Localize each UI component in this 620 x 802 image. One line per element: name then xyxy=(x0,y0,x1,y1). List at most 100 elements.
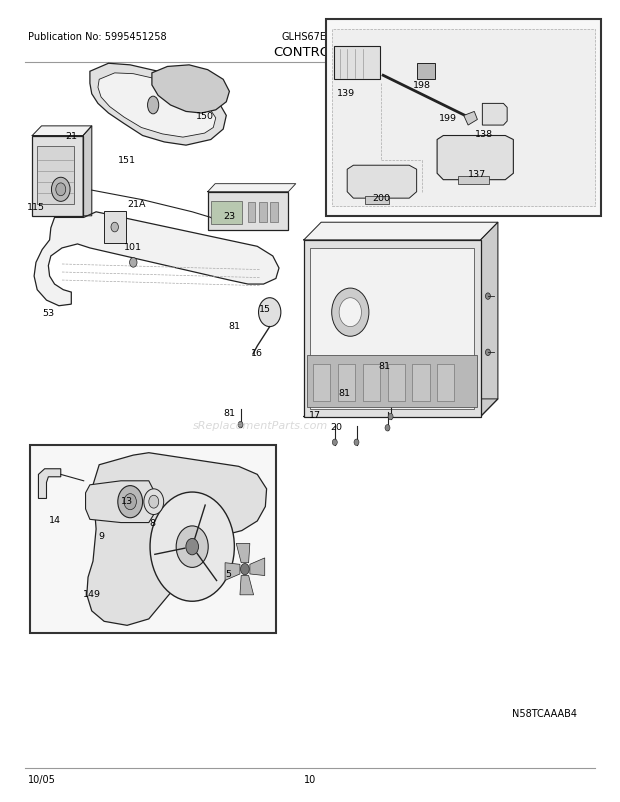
Bar xyxy=(30,445,276,634)
Circle shape xyxy=(241,564,249,575)
Bar xyxy=(365,196,389,205)
Bar xyxy=(334,47,380,80)
Text: 10/05: 10/05 xyxy=(28,775,56,784)
Bar xyxy=(313,365,330,401)
Text: 53: 53 xyxy=(42,308,55,318)
Circle shape xyxy=(485,294,490,300)
Circle shape xyxy=(339,298,361,327)
Polygon shape xyxy=(437,136,513,180)
Polygon shape xyxy=(32,127,92,136)
Text: 13: 13 xyxy=(121,496,133,506)
Ellipse shape xyxy=(148,97,159,115)
Bar xyxy=(37,147,74,205)
Polygon shape xyxy=(236,544,250,563)
Text: 81: 81 xyxy=(338,388,350,398)
Polygon shape xyxy=(208,184,296,192)
Bar xyxy=(248,203,255,223)
Circle shape xyxy=(176,526,208,568)
Polygon shape xyxy=(34,213,279,306)
Text: 16: 16 xyxy=(251,348,264,358)
Text: 21: 21 xyxy=(65,132,78,141)
Bar xyxy=(270,203,278,223)
Bar xyxy=(417,64,435,80)
Polygon shape xyxy=(464,112,477,126)
Text: 9: 9 xyxy=(98,531,104,541)
Text: 81: 81 xyxy=(378,362,391,371)
Circle shape xyxy=(124,494,136,510)
Bar xyxy=(310,249,474,409)
Text: 138: 138 xyxy=(474,129,493,139)
Polygon shape xyxy=(304,399,498,417)
Polygon shape xyxy=(225,563,240,581)
Text: 17: 17 xyxy=(309,410,321,419)
Polygon shape xyxy=(347,166,417,199)
Text: sReplacementParts.com: sReplacementParts.com xyxy=(193,420,328,430)
Bar xyxy=(363,365,380,401)
Circle shape xyxy=(111,223,118,233)
Text: 8: 8 xyxy=(149,518,155,528)
Text: GLHS67EEP: GLHS67EEP xyxy=(281,32,339,42)
Circle shape xyxy=(259,298,281,327)
Bar xyxy=(307,355,477,407)
Bar xyxy=(458,176,489,184)
Text: 10: 10 xyxy=(304,775,316,784)
Text: 81: 81 xyxy=(228,322,241,331)
FancyBboxPatch shape xyxy=(32,136,83,217)
Polygon shape xyxy=(86,481,154,523)
Text: N58TCAAAB4: N58TCAAAB4 xyxy=(512,708,577,718)
Text: 23: 23 xyxy=(223,212,236,221)
Text: 15: 15 xyxy=(259,305,272,314)
Circle shape xyxy=(118,486,143,518)
Polygon shape xyxy=(480,223,498,417)
Bar xyxy=(304,241,480,417)
Text: CONTROLS: CONTROLS xyxy=(273,46,347,59)
Text: 139: 139 xyxy=(337,89,355,99)
Circle shape xyxy=(238,422,243,428)
Circle shape xyxy=(186,539,198,555)
Text: 101: 101 xyxy=(124,242,143,252)
Polygon shape xyxy=(83,127,92,217)
Polygon shape xyxy=(304,223,498,241)
Circle shape xyxy=(354,439,359,446)
Bar xyxy=(332,30,595,207)
Text: 21A: 21A xyxy=(127,200,146,209)
Circle shape xyxy=(332,289,369,337)
Text: 200: 200 xyxy=(372,193,391,203)
Bar xyxy=(388,365,405,401)
Bar xyxy=(259,203,267,223)
Circle shape xyxy=(332,439,337,446)
Text: 199: 199 xyxy=(439,113,458,123)
Bar xyxy=(412,365,430,401)
Text: 149: 149 xyxy=(82,589,101,598)
Circle shape xyxy=(385,425,390,431)
Polygon shape xyxy=(87,453,267,626)
Text: 151: 151 xyxy=(118,156,136,165)
Polygon shape xyxy=(90,64,226,146)
Bar xyxy=(211,202,242,225)
Circle shape xyxy=(51,178,70,202)
Polygon shape xyxy=(240,576,254,595)
Bar xyxy=(437,365,454,401)
Circle shape xyxy=(150,492,234,602)
Text: 137: 137 xyxy=(468,169,487,179)
Bar xyxy=(208,192,288,231)
Circle shape xyxy=(149,496,159,508)
Polygon shape xyxy=(38,469,61,499)
Bar xyxy=(104,212,126,244)
Text: 81: 81 xyxy=(223,408,236,418)
Polygon shape xyxy=(250,558,265,576)
Text: 115: 115 xyxy=(27,202,45,212)
Text: Publication No: 5995451258: Publication No: 5995451258 xyxy=(28,32,167,42)
Text: 20: 20 xyxy=(330,422,343,431)
Polygon shape xyxy=(482,104,507,126)
Circle shape xyxy=(56,184,66,196)
Text: 5: 5 xyxy=(225,569,231,578)
Polygon shape xyxy=(98,74,216,138)
Circle shape xyxy=(388,414,393,420)
Bar xyxy=(338,365,355,401)
Circle shape xyxy=(144,489,164,515)
Circle shape xyxy=(130,258,137,268)
Text: 14: 14 xyxy=(48,515,61,525)
Text: 198: 198 xyxy=(412,81,431,91)
Circle shape xyxy=(485,350,490,356)
